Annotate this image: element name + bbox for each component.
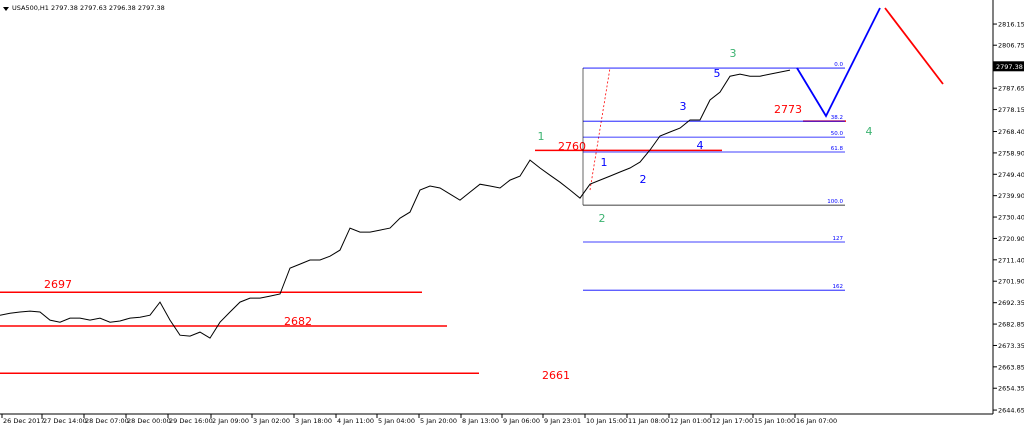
level-label: 2760 xyxy=(558,140,586,153)
y-tick-label: 2778.15 xyxy=(998,106,1024,114)
current-price-label: 2797.38 xyxy=(996,63,1023,71)
chart-title: USA500,H1 2797.38 2797.63 2796.38 2797.3… xyxy=(12,4,165,12)
y-tick-label: 2692.35 xyxy=(998,299,1024,307)
fib-label: 38.2 xyxy=(831,115,843,121)
x-tick-label: 3 Jan 02:00 xyxy=(253,417,290,425)
x-tick-label: 9 Jan 06:00 xyxy=(503,417,540,425)
guide-line xyxy=(589,67,611,191)
x-tick-label: 28 Dec 00:00 xyxy=(127,417,171,425)
y-tick-label: 2644.65 xyxy=(998,407,1024,415)
wave-label: 2 xyxy=(640,173,647,186)
y-tick-label: 2701.90 xyxy=(998,278,1024,286)
x-tick-label: 3 Jan 18:00 xyxy=(295,417,332,425)
menu-arrow xyxy=(3,7,9,11)
y-tick-label: 2816.15 xyxy=(998,21,1024,29)
x-tick-label: 27 Dec 14:00 xyxy=(43,417,87,425)
x-tick-label: 5 Jan 04:00 xyxy=(378,417,415,425)
x-tick-label: 26 Dec 2017 xyxy=(3,417,45,425)
level-label: 2661 xyxy=(542,369,570,382)
y-tick-label: 2749.40 xyxy=(998,171,1024,179)
wave-label: 1 xyxy=(538,130,545,143)
x-tick-label: 10 Jan 15:00 xyxy=(586,417,627,425)
x-tick-label: 5 Jan 20:00 xyxy=(420,417,457,425)
fib-label: 100.0 xyxy=(827,199,843,205)
level-label: 2697 xyxy=(44,278,72,291)
y-tick-label: 2806.75 xyxy=(998,42,1024,50)
wave-label: 3 xyxy=(730,47,737,60)
x-tick-label: 2 Jan 09:00 xyxy=(212,417,249,425)
y-tick-label: 2787.65 xyxy=(998,85,1024,93)
current-price-box xyxy=(993,61,1024,72)
x-tick-label: 12 Jan 17:00 xyxy=(712,417,753,425)
fib-label: 127 xyxy=(833,236,844,242)
wave-label: 3 xyxy=(680,100,687,113)
y-tick-label: 2720.90 xyxy=(998,235,1024,243)
x-tick-label: 12 Jan 01:00 xyxy=(670,417,711,425)
price-line xyxy=(0,69,791,339)
x-tick-label: 29 Dec 16:00 xyxy=(169,417,213,425)
x-tick-label: 4 Jan 11:00 xyxy=(337,417,374,425)
fib-label: 0.0 xyxy=(834,62,843,68)
x-tick-label: 11 Jan 08:00 xyxy=(628,417,669,425)
x-tick-label: 8 Jan 13:00 xyxy=(462,417,499,425)
y-tick-label: 2768.40 xyxy=(998,128,1024,136)
x-tick-label: 16 Jan 07:00 xyxy=(796,417,837,425)
y-tick-label: 2654.35 xyxy=(998,385,1024,393)
wave-label: 5 xyxy=(714,67,721,80)
x-tick-label: 15 Jan 10:00 xyxy=(754,417,795,425)
level-label: 2773 xyxy=(774,103,802,116)
projection-red xyxy=(884,7,944,85)
level-label: 2682 xyxy=(284,315,312,328)
fib-label: 162 xyxy=(833,284,844,290)
wave-label: 4 xyxy=(866,125,873,138)
projection-blue xyxy=(796,7,881,118)
y-tick-label: 2758.90 xyxy=(998,149,1024,157)
wave-label: 2 xyxy=(599,212,606,225)
y-tick-label: 2739.90 xyxy=(998,192,1024,200)
wave-label: 4 xyxy=(697,139,704,152)
fib-label: 61.8 xyxy=(831,146,844,152)
y-tick-label: 2663.85 xyxy=(998,363,1024,371)
wave-label: 1 xyxy=(601,156,608,169)
y-tick-label: 2711.40 xyxy=(998,256,1024,264)
x-tick-label: 9 Jan 23:01 xyxy=(544,417,581,425)
fib-label: 50.0 xyxy=(831,131,844,137)
x-tick-label: 28 Dec 07:00 xyxy=(85,417,129,425)
y-tick-label: 2730.40 xyxy=(998,214,1024,222)
y-tick-label: 2682.85 xyxy=(998,321,1024,329)
y-tick-label: 2673.35 xyxy=(998,342,1024,350)
